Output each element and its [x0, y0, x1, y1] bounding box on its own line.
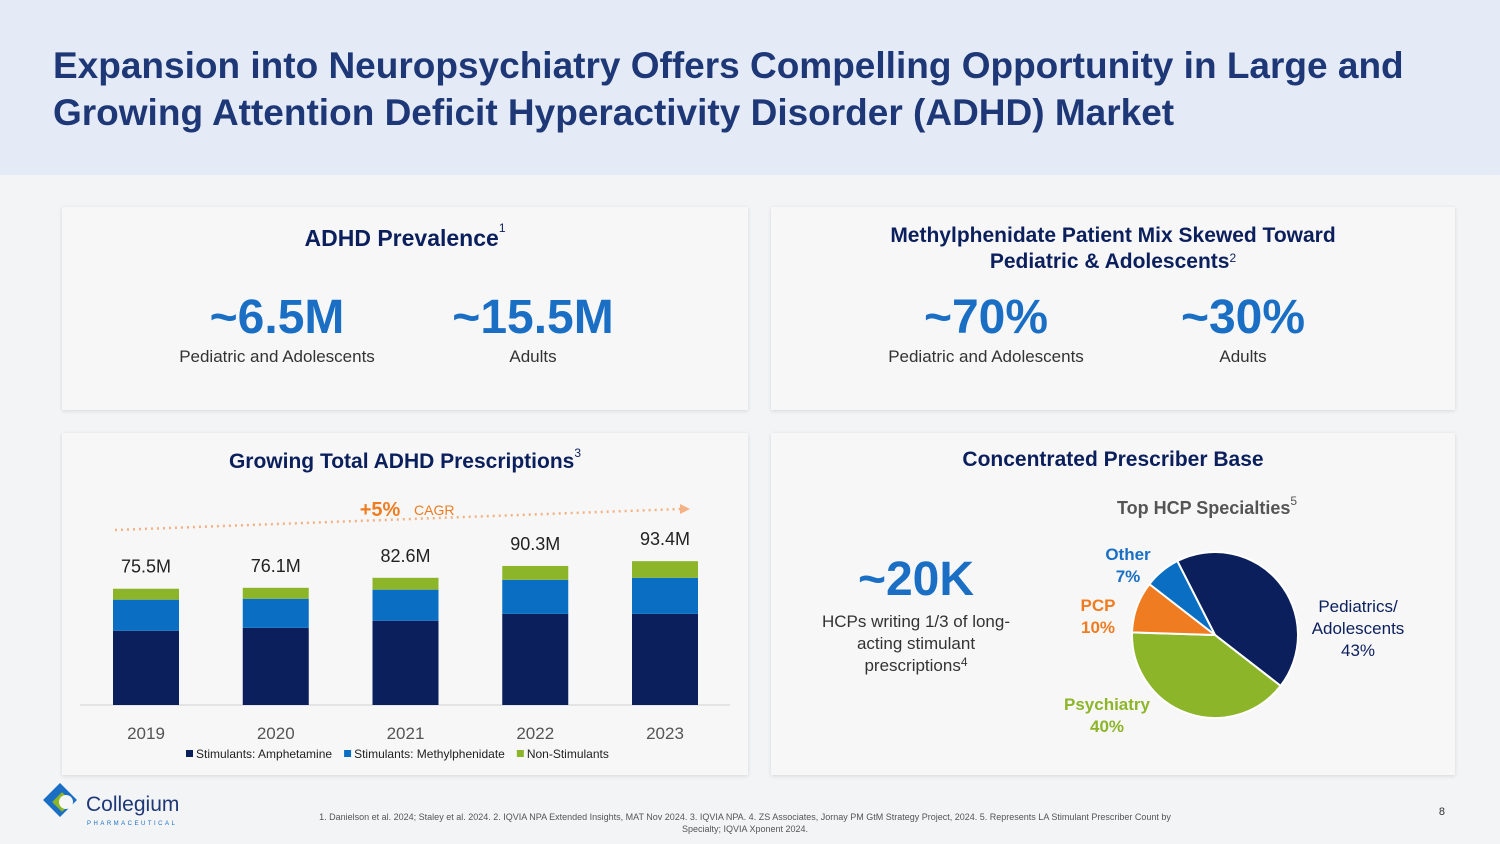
footnote-ref: 1 [498, 221, 506, 235]
total-label: 75.5M [121, 557, 171, 577]
bar-segment [502, 565, 569, 580]
panel [62, 207, 748, 410]
pie-slice [1131, 631, 1282, 719]
bar-segment [242, 598, 309, 628]
trend-arrow [114, 507, 681, 532]
pie-label-text: Other [1105, 545, 1151, 564]
bar-segment [632, 577, 698, 614]
bar-segment [113, 588, 179, 600]
pie-label-text: 7% [1115, 567, 1141, 586]
x-tick-label: 2023 [646, 724, 684, 743]
bar-segment [113, 599, 179, 631]
page-number: 8 [1439, 806, 1445, 818]
total-label: 90.3M [510, 534, 560, 554]
stat-label: Adults [1219, 347, 1267, 366]
panel-title: Methylphenidate Patient Mix Skewed Towar… [883, 223, 1343, 275]
annotation-sub: CAGR [414, 502, 454, 518]
stat-value: ~70% [923, 291, 1049, 344]
footnote-ref: 5 [1290, 494, 1298, 508]
pie-label-text: 10% [1080, 618, 1116, 637]
pie-label: PCP 10% [1038, 595, 1158, 639]
bar-segment [632, 561, 698, 578]
x-tick-label: 2020 [257, 724, 295, 743]
legend-swatch [186, 750, 193, 757]
legend-label: Stimulants: Amphetamine [196, 747, 332, 761]
pie-label: Pediatrics/ Adolescents 43% [1298, 596, 1418, 662]
footnote-ref: 4 [960, 655, 968, 669]
stat-value: ~30% [1180, 291, 1306, 344]
x-tick-label: 2022 [516, 724, 554, 743]
bar-segment [372, 577, 439, 590]
total-label: 93.4M [640, 529, 690, 549]
logo-icon [43, 783, 77, 817]
x-tick-label: 2019 [127, 724, 165, 743]
annotation: +5% [360, 499, 401, 521]
total-label: 76.1M [251, 556, 301, 576]
arrow-head [680, 504, 690, 514]
title-text: Growing Total ADHD Prescriptions [228, 450, 575, 473]
stat-label: HCPs writing 1/3 of long-acting stimulan… [816, 611, 1016, 677]
stat-text: HCPs writing 1/3 of long-acting stimulan… [821, 612, 1011, 675]
stat: ~20K [766, 553, 1066, 607]
panel [771, 433, 1455, 775]
bar-segment [113, 630, 179, 705]
panel-title: Concentrated Prescriber Base [962, 448, 1264, 471]
footnotes: 1. Danielson et al. 2024; Staley et al. … [319, 812, 1171, 834]
pie-label-text: PCP [1080, 596, 1116, 615]
bar-segment [372, 589, 439, 621]
title-text: Methylphenidate Patient Mix Skewed Towar… [890, 224, 1336, 273]
pie-label-text: Pediatrics/ Adolescents [1311, 597, 1405, 638]
stat: ~30% Adults [1093, 291, 1393, 367]
header-band [0, 0, 1500, 175]
pie-label-text: Psychiatry [1064, 695, 1150, 714]
legend-label: Non-Stimulants [527, 747, 609, 761]
slide-title: Expansion into Neuropsychiatry Offers Co… [53, 45, 1404, 133]
pie-label-text: 40% [1089, 717, 1125, 736]
stat-value: ~20K [857, 553, 975, 606]
stat-value: ~15.5M [452, 291, 614, 344]
panel-title: ADHD Prevalence1 [62, 221, 748, 252]
stat: ~15.5M Adults [383, 291, 683, 367]
legend-label: Stimulants: Methylphenidate [354, 747, 505, 761]
bar-segment [242, 627, 309, 705]
footnote-ref: 3 [574, 446, 582, 460]
footnote-ref: 2 [1229, 251, 1237, 265]
pie-label: Psychiatry 40% [1047, 694, 1167, 738]
pie-slice [1175, 551, 1299, 688]
stat: ~6.5M Pediatric and Adolescents [127, 291, 427, 367]
pie-slice [1148, 559, 1216, 636]
stat-label: Adults [509, 347, 557, 366]
stat: ~70% Pediatric and Adolescents [836, 291, 1136, 367]
total-label: 82.6M [380, 546, 430, 566]
stat-value: ~6.5M [209, 291, 345, 344]
stat-label: Pediatric and Adolescents [179, 347, 375, 366]
legend-swatch [516, 750, 524, 757]
bar-segment [632, 613, 698, 705]
pie-label: Other 7% [1068, 544, 1188, 588]
logo-subtext: PHARMACEUTICAL [87, 821, 177, 827]
legend-swatch [344, 750, 352, 757]
x-tick-label: 2021 [387, 724, 425, 743]
title-text: Top HCP Specialties [1116, 498, 1291, 518]
bar-segment [242, 587, 309, 599]
title-text: ADHD Prevalence [304, 225, 499, 251]
pie-label-text: 43% [1340, 641, 1376, 660]
bar-segment [502, 579, 569, 614]
panel [771, 207, 1455, 410]
chart-title: Growing Total ADHD Prescriptions3 [62, 446, 748, 474]
chart-title: Top HCP Specialties5 [1057, 494, 1357, 519]
bar-segment [372, 620, 439, 705]
bar-segment [502, 613, 569, 705]
stat-label: Pediatric and Adolescents [888, 347, 1084, 366]
logo-text: Collegium [86, 793, 179, 816]
